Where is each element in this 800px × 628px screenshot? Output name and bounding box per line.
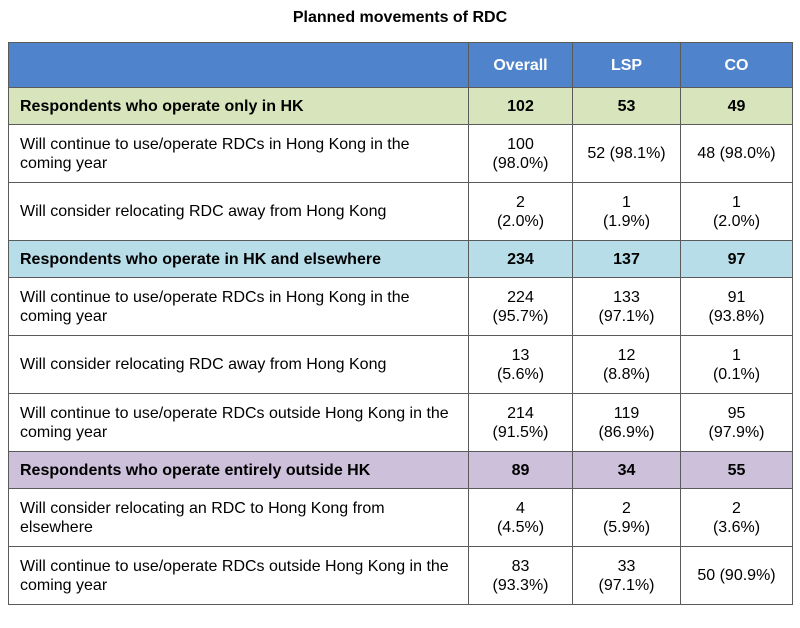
cell-co: 1 (0.1%) — [680, 335, 793, 394]
cell-overall: 13 (5.6%) — [468, 335, 573, 394]
cell-overall: 214 (91.5%) — [468, 393, 573, 452]
cell-percent: (2.0%) — [712, 212, 761, 230]
cell-value: 91 — [727, 288, 746, 306]
cell-percent: (1.9%) — [602, 212, 651, 230]
section-total-co: 97 — [680, 240, 793, 278]
cell-percent: (8.8%) — [602, 365, 651, 383]
row-label: Will continue to use/operate RDCs outsid… — [8, 393, 469, 452]
section-total-lsp: 34 — [572, 451, 681, 489]
row-label: Will consider relocating RDC away from H… — [8, 335, 469, 394]
cell-percent: (4.5%) — [496, 518, 545, 536]
row-label: Will consider relocating an RDC to Hong … — [8, 488, 469, 547]
table-row: Will continue to use/operate RDCs outsid… — [8, 393, 793, 452]
header-blank-cell — [8, 42, 469, 88]
rdc-movements-table: Overall LSP CO Respondents who operate o… — [8, 42, 793, 605]
cell-percent: (3.6%) — [712, 518, 761, 536]
section-label: Respondents who operate only in HK — [8, 87, 469, 125]
cell-percent: (97.9%) — [708, 423, 765, 441]
table-title: Planned movements of RDC — [292, 9, 508, 26]
cell-percent: (5.6%) — [496, 365, 545, 383]
cell-overall: 100 (98.0%) — [468, 124, 573, 183]
cell-percent: (95.7%) — [492, 307, 549, 325]
cell-lsp: 1 (1.9%) — [572, 182, 681, 241]
section-total-overall: 234 — [468, 240, 573, 278]
header-row: Overall LSP CO — [8, 42, 793, 88]
section-total-co: 49 — [680, 87, 793, 125]
cell-value: 2 — [732, 499, 741, 517]
cell-percent: (93.8%) — [708, 307, 765, 325]
cell-lsp: 33 (97.1%) — [572, 546, 681, 605]
row-label: Will continue to use/operate RDCs in Hon… — [8, 124, 469, 183]
header-co: CO — [680, 42, 793, 88]
cell-value: 48 (98.0%) — [697, 145, 776, 162]
section-header-row: Respondents who operate in HK and elsewh… — [8, 240, 793, 278]
row-label: Will continue to use/operate RDCs in Hon… — [8, 277, 469, 336]
section-total-lsp: 137 — [572, 240, 681, 278]
row-label: Will continue to use/operate RDCs outsid… — [8, 546, 469, 605]
cell-value: 2 — [622, 499, 631, 517]
row-label: Will consider relocating RDC away from H… — [8, 182, 469, 241]
cell-value: 119 — [613, 404, 640, 422]
cell-percent: (2.0%) — [496, 212, 545, 230]
cell-overall: 224 (95.7%) — [468, 277, 573, 336]
section-total-overall: 89 — [468, 451, 573, 489]
header-lsp: LSP — [572, 42, 681, 88]
section-header-row: Respondents who operate only in HK 102 53 4… — [8, 87, 793, 125]
cell-percent: (86.9%) — [598, 423, 655, 441]
cell-percent: (91.5%) — [492, 423, 549, 441]
cell-value: 214 — [507, 404, 534, 422]
cell-value: 52 (98.1%) — [587, 145, 666, 162]
cell-percent: (0.1%) — [712, 365, 761, 383]
cell-value: 1 — [732, 193, 741, 211]
cell-value: 4 — [516, 499, 525, 517]
cell-co: 1 (2.0%) — [680, 182, 793, 241]
header-overall: Overall — [468, 42, 573, 88]
table-row: Will consider relocating RDC away from H… — [8, 182, 793, 241]
cell-overall: 4 (4.5%) — [468, 488, 573, 547]
cell-value: 224 — [507, 288, 534, 306]
table-row: Will continue to use/operate RDCs outsid… — [8, 546, 793, 605]
cell-co: 48 (98.0%) — [680, 124, 793, 183]
section-total-co: 55 — [680, 451, 793, 489]
cell-co: 50 (90.9%) — [680, 546, 793, 605]
cell-value: 133 — [613, 288, 640, 306]
table-row: Will continue to use/operate RDCs in Hon… — [8, 124, 793, 183]
section-header-row: Respondents who operate entirely outside… — [8, 451, 793, 489]
cell-value: 2 — [516, 193, 525, 211]
table-row: Will consider relocating RDC away from H… — [8, 335, 793, 394]
cell-percent: (93.3%) — [492, 576, 549, 594]
cell-co: 95 (97.9%) — [680, 393, 793, 452]
section-total-overall: 102 — [468, 87, 573, 125]
cell-value: 13 — [511, 346, 530, 364]
cell-overall: 2 (2.0%) — [468, 182, 573, 241]
cell-lsp: 12 (8.8%) — [572, 335, 681, 394]
table-row: Will continue to use/operate RDCs in Hon… — [8, 277, 793, 336]
cell-value: 95 — [727, 404, 746, 422]
cell-value: 1 — [622, 193, 631, 211]
cell-percent: (97.1%) — [598, 307, 655, 325]
cell-value: 83 — [511, 557, 530, 575]
cell-lsp: 2 (5.9%) — [572, 488, 681, 547]
section-label: Respondents who operate entirely outside… — [8, 451, 469, 489]
cell-percent: (98.0%) — [492, 154, 549, 172]
section-total-lsp: 53 — [572, 87, 681, 125]
cell-percent: (5.9%) — [602, 518, 651, 536]
cell-lsp: 52 (98.1%) — [572, 124, 681, 183]
cell-value: 12 — [617, 346, 636, 364]
cell-value: 50 (90.9%) — [697, 567, 776, 584]
cell-value: 1 — [732, 346, 741, 364]
section-label: Respondents who operate in HK and elsewh… — [8, 240, 469, 278]
cell-lsp: 133 (97.1%) — [572, 277, 681, 336]
cell-value: 33 — [617, 557, 636, 575]
cell-percent: (97.1%) — [598, 576, 655, 594]
cell-co: 91 (93.8%) — [680, 277, 793, 336]
cell-co: 2 (3.6%) — [680, 488, 793, 547]
cell-overall: 83 (93.3%) — [468, 546, 573, 605]
cell-value: 100 — [507, 135, 534, 153]
table-body: Respondents who operate only in HK 102 53 4… — [8, 87, 793, 605]
cell-lsp: 119 (86.9%) — [572, 393, 681, 452]
table-row: Will consider relocating an RDC to Hong … — [8, 488, 793, 547]
